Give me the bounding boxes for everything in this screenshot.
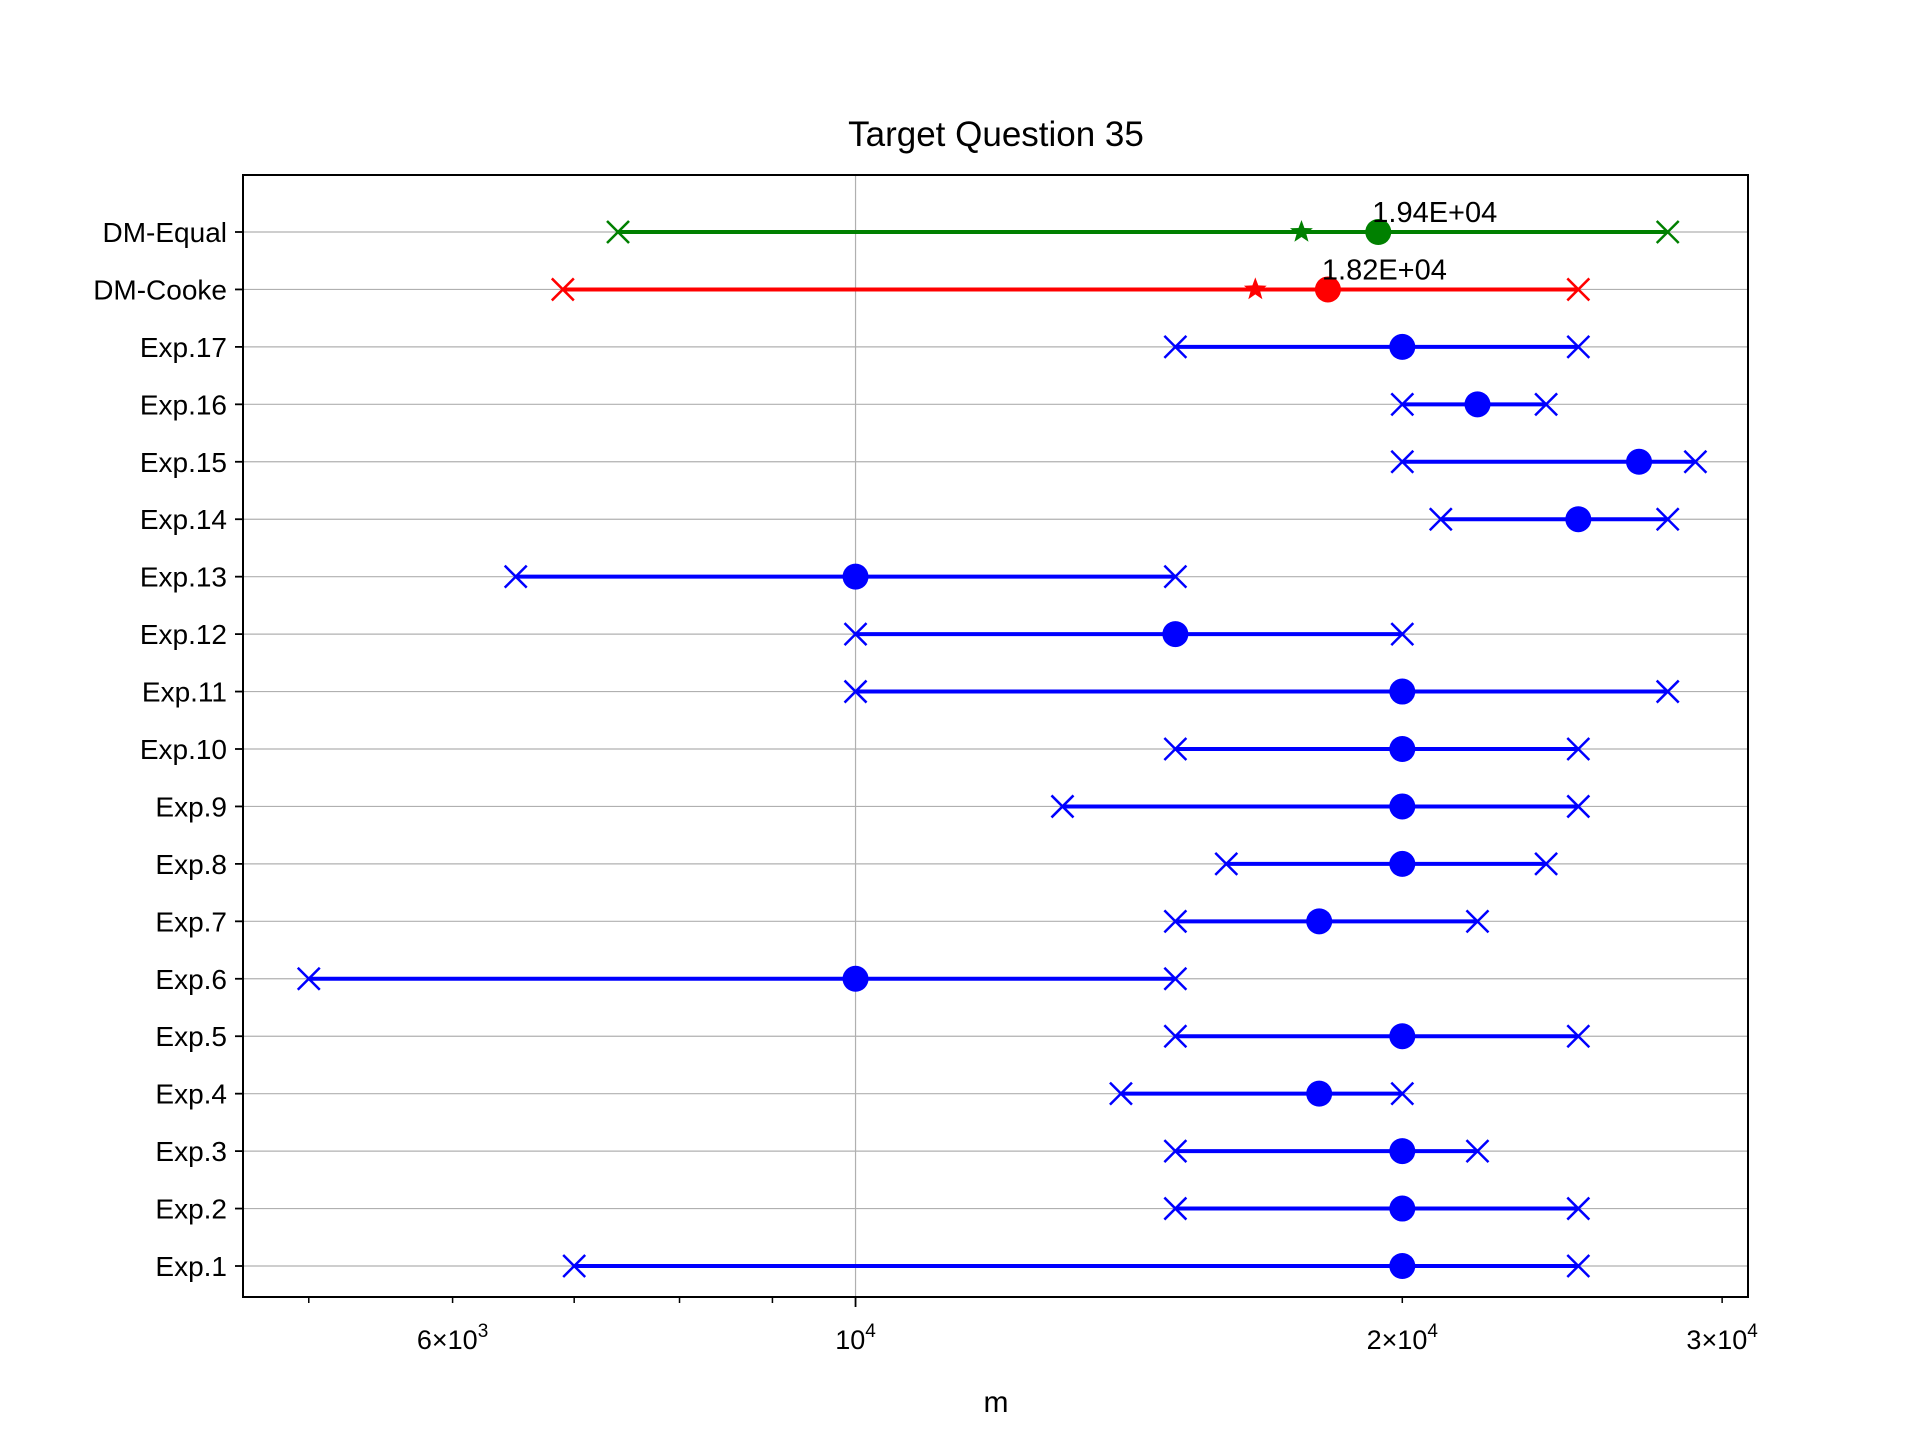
median-point (1389, 1138, 1415, 1164)
median-point (1162, 621, 1188, 647)
median-point (843, 966, 869, 992)
median-point (843, 564, 869, 590)
median-point (1389, 1253, 1415, 1279)
median-point (1565, 506, 1591, 532)
median-annotation: 1.82E+04 (1322, 254, 1447, 286)
median-annotation: 1.94E+04 (1372, 197, 1497, 229)
y-tick-label: Exp.15 (140, 447, 227, 478)
median-point (1626, 449, 1652, 475)
median-point (1464, 391, 1490, 417)
x-axis-label: m (984, 1386, 1009, 1419)
y-tick-label: Exp.3 (155, 1136, 227, 1167)
x-tick-label: 3×104 (1686, 1321, 1758, 1355)
y-axis: Exp.1 Exp.2 Exp.3 Exp.4 Exp.5 Exp.6 Exp.7 Exp.8… (93, 217, 243, 1282)
y-tick-label: Exp.9 (155, 791, 227, 822)
chart-title: Target Question 35 (848, 115, 1144, 154)
y-tick-label: Exp.8 (155, 849, 227, 880)
x-tick-label: 6×103 (417, 1321, 488, 1355)
y-tick-label: Exp.7 (155, 906, 227, 937)
y-tick-label: Exp.13 (140, 562, 227, 593)
y-tick-label: DM-Cooke (93, 274, 227, 305)
median-point (1389, 736, 1415, 762)
star-marker (1244, 277, 1267, 299)
median-point (1389, 334, 1415, 360)
median-point (1389, 851, 1415, 877)
y-tick-label: Exp.11 (142, 677, 227, 708)
x-tick-label: 2×104 (1367, 1321, 1439, 1355)
y-tick-label: Exp.5 (155, 1021, 227, 1052)
median-point (1306, 1081, 1332, 1107)
y-tick-label: Exp.6 (155, 964, 227, 995)
y-tick-label: Exp.12 (140, 619, 227, 650)
grid-lines (243, 175, 1748, 1297)
plot-frame (243, 175, 1748, 1297)
median-point (1389, 1196, 1415, 1222)
star-marker (1290, 220, 1313, 242)
x-axis: 6×103 104 2×104 3×104 (309, 1297, 1758, 1355)
y-tick-label: Exp.1 (155, 1251, 227, 1282)
y-tick-label: Exp.10 (140, 734, 227, 765)
y-tick-label: Exp.16 (140, 389, 227, 420)
median-point (1306, 908, 1332, 934)
median-point (1389, 1023, 1415, 1049)
y-tick-label: Exp.2 (155, 1194, 227, 1225)
y-tick-label: Exp.14 (140, 504, 227, 535)
y-tick-label: Exp.17 (140, 332, 227, 363)
y-tick-label: Exp.4 (155, 1079, 227, 1110)
y-tick-label: DM-Equal (103, 217, 227, 248)
x-tick-label: 104 (835, 1321, 876, 1355)
chart-marks: 1.82E+04 1.94E+04 (298, 197, 1707, 1279)
median-point (1389, 679, 1415, 705)
median-point (1389, 793, 1415, 819)
